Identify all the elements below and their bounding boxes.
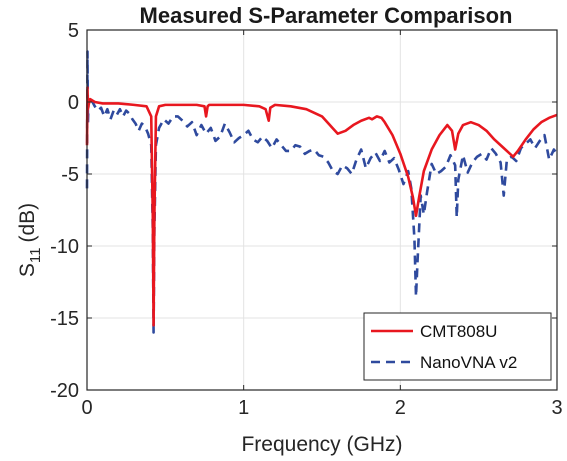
- y-axis-label: S11 (dB): [16, 203, 44, 277]
- chart-title: Measured S-Parameter Comparison: [140, 3, 513, 28]
- y-axis-label-base: S: [16, 263, 39, 277]
- series-line-nanovna-v2: [85, 50, 559, 334]
- x-tick-label: 3: [551, 397, 562, 419]
- y-axis-label-unit: (dB): [16, 203, 39, 243]
- series-layer: [85, 50, 559, 334]
- x-tick-label: 0: [81, 397, 92, 419]
- axes-box: [86, 29, 558, 391]
- y-tick-label: -20: [50, 380, 79, 402]
- legend: CMT808U NanoVNA v2: [363, 312, 552, 381]
- y-tick-label: 0: [68, 92, 79, 114]
- y-tick-label: -10: [50, 236, 79, 258]
- y-tick-label: -15: [50, 308, 79, 330]
- x-tick-label: 1: [238, 397, 249, 419]
- ticks: 0 1 2 3 5 0 -5 -10 -15 -20: [50, 20, 562, 419]
- legend-label-nanovna-v2: NanoVNA v2: [420, 353, 517, 372]
- x-tick-label: 2: [395, 397, 406, 419]
- y-axis-label-subscript: 11: [27, 248, 44, 264]
- legend-label-cmt808u: CMT808U: [420, 322, 497, 341]
- y-tick-label: -5: [61, 164, 79, 186]
- y-tick-label: 5: [68, 20, 79, 42]
- x-axis-label: Frequency (GHz): [241, 433, 402, 456]
- series-line-cmt808u: [85, 86, 558, 327]
- legend-box: [363, 312, 552, 381]
